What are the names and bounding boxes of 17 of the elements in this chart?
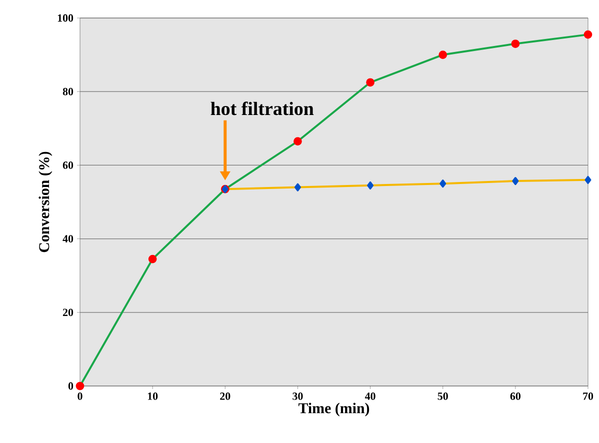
x-tick-label: 10 xyxy=(148,392,158,400)
x-tick-label: 0 xyxy=(78,392,82,400)
annotation: hot filtration xyxy=(210,102,314,116)
x-tick-label: 40 xyxy=(364,392,376,400)
y-tick-label: 100 xyxy=(58,14,74,22)
y-tick-label: 0 xyxy=(68,382,74,390)
y-tick-label: 40 xyxy=(62,235,74,242)
x-axis-title: Time (min) xyxy=(298,402,370,416)
x-tick-label: 30 xyxy=(292,392,303,400)
x-tick-label: 70 xyxy=(583,392,594,400)
y-tick-label: 20 xyxy=(62,308,74,316)
x-tick-label: 20 xyxy=(220,392,230,400)
y-tick-label: 60 xyxy=(62,162,74,169)
x-tick-label: 50 xyxy=(438,392,448,400)
y-axis-title: Conversion (%) xyxy=(38,152,52,252)
x-tick-label: 60 xyxy=(510,392,520,400)
y-tick-label: 80 xyxy=(62,88,74,96)
